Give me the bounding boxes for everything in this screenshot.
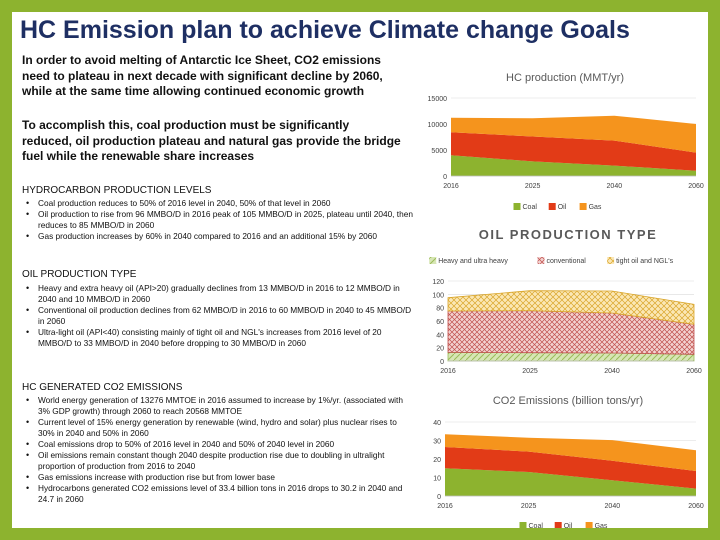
y-tick-label: 60 [436,319,444,326]
x-tick-label: 2040 [604,368,620,375]
y-tick-label: 0 [440,359,444,366]
legend-label: Coal [523,204,538,211]
chart-hc-production: HC production (MMT/yr) 0 5000 10000 15000 201… [412,68,708,214]
x-tick-label: 2025 [522,368,538,375]
bullet-item: Heavy and extra heavy oil (API>20) gradu… [22,283,414,305]
x-tick-label: 2060 [688,183,704,190]
x-tick-label: 2060 [686,368,702,375]
legend-label: Gas [589,204,602,211]
legend-label: Heavy and ultra heavy [438,258,508,265]
area-series-gas [445,434,696,471]
y-tick-label: 40 [433,420,441,427]
chart-co2-emissions: CO2 Emissions (billion tons/yr) 0 10 20 30 40… [412,391,708,530]
chart-title: CO2 Emissions (billion tons/yr) [493,395,643,407]
bullet-item: Coal emissions drop to 50% of 2016 level… [22,439,414,450]
legend-swatch-gas [585,522,593,528]
bullet-item: Hydrocarbons generated CO2 emissions lev… [22,483,414,505]
x-tick-label: 2016 [443,183,459,190]
legend-swatch-gas [579,203,587,210]
area-series-gas [451,115,696,153]
x-tick-label: 2025 [521,503,537,510]
y-tick-label: 0 [443,174,447,181]
bullet-item: Coal production reduces to 50% of 2016 l… [22,198,414,209]
x-tick-label: 2025 [525,183,541,190]
x-tick-label: 2040 [605,503,621,510]
bullet-item: Current level of 15% energy generation b… [22,417,414,439]
bullet-item: Gas production increases by 60% in 2040 … [22,231,414,242]
intro-paragraph: In order to avoid melting of Antarctic I… [22,53,383,98]
area-series-tight-oil-and-ngl-s [447,290,695,325]
legend-label: Coal [529,523,544,530]
legend-label: Oil [558,204,567,211]
legend-swatch-tight-oil-and-ngl-s [607,257,615,264]
y-tick-label: 10 [433,476,441,483]
chart-oil-production-type: OIL PRODUCTION TYPE 0 20 40 60 80 100 120 2016 20… [412,222,708,384]
slide-title: HC Emission plan to achieve Climate chan… [20,16,630,44]
bullet-item: Oil production to rise from 96 MMBO/D in… [22,209,414,231]
y-tick-label: 40 [436,332,444,339]
x-tick-label: 2016 [437,503,453,510]
legend-label: Oil [564,523,573,530]
legend-label: tight oil and NGL's [616,258,673,265]
area-series-coal [445,468,696,496]
legend-swatch-oil [548,203,556,210]
legend-swatch-oil [554,522,562,528]
x-tick-label: 2016 [440,368,456,375]
area-series-oil [445,447,696,489]
bullet-item: Oil emissions remain constant though 204… [22,450,414,472]
bullet-list-hc-production: Coal production reduces to 50% of 2016 l… [22,198,414,242]
legend-swatch-coal [513,203,521,210]
y-tick-label: 80 [436,306,444,313]
bullet-item: Gas emissions increase with production r… [22,472,414,483]
x-tick-label: 2060 [688,503,704,510]
legend-swatch-conventional [537,257,545,264]
legend-swatch-coal [519,522,527,528]
bullet-item: Ultra-light oil (API<40) consisting main… [22,327,414,349]
bullet-item: Conventional oil production declines fro… [22,305,414,327]
x-tick-label: 2040 [607,183,623,190]
y-tick-label: 0 [437,494,441,501]
bullet-list-co2-emissions: World energy generation of 13276 MMTOE i… [22,395,414,505]
y-tick-label: 5000 [431,148,447,155]
area-series-oil [451,132,696,171]
y-tick-label: 20 [433,457,441,464]
legend-label: conventional [547,258,587,265]
section-heading-hc-production: HYDROCARBON PRODUCTION LEVELS [22,185,212,196]
legend-swatch-heavy-and-ultra-heavy [429,257,437,264]
section-heading-co2-emissions: HC GENERATED CO2 EMISSIONS [22,382,183,393]
intro-paragraph-strategy: To accomplish this, coal production must… [22,118,401,163]
chart-title: HC production (MMT/yr) [506,72,624,84]
bullet-item: World energy generation of 13276 MMTOE i… [22,395,414,417]
y-tick-label: 30 [433,439,441,446]
y-tick-label: 20 [436,346,444,353]
y-tick-label: 10000 [428,122,448,129]
chart-title: OIL PRODUCTION TYPE [479,227,658,242]
y-tick-label: 120 [432,279,444,286]
bullet-list-oil-type: Heavy and extra heavy oil (API>20) gradu… [22,283,414,349]
legend-label: Gas [595,523,608,530]
section-heading-oil-type: OIL PRODUCTION TYPE [22,269,137,280]
area-series-coal [451,155,696,176]
chart-svg-hc-production: HC production (MMT/yr) 0 5000 10000 15000 201… [428,72,704,211]
y-tick-label: 15000 [428,96,448,103]
chart-svg-co2-emissions: CO2 Emissions (billion tons/yr) 0 10 20 30 40… [433,395,704,530]
y-tick-label: 100 [432,292,444,299]
